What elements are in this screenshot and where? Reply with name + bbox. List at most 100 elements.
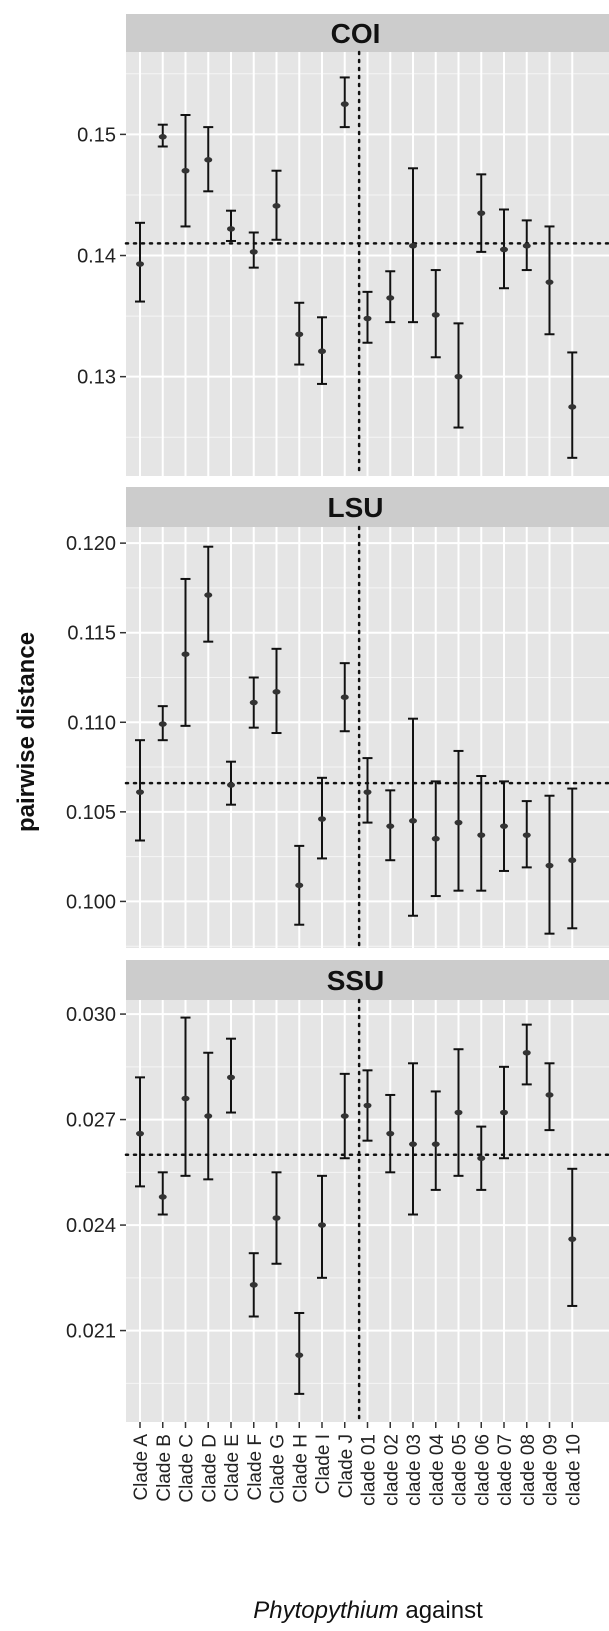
x-tick-label: clade 05 [450,1434,471,1506]
errorbar [248,1252,259,1318]
errorbar [385,789,396,862]
data-point [431,835,440,842]
x-tick-label: clade 02 [381,1434,402,1506]
data-point [181,1095,190,1102]
errorbar [430,269,441,359]
data-point [136,1130,144,1137]
data-point [454,819,463,826]
errorbar [294,301,305,366]
errorbar [248,231,259,269]
data-point [272,1215,281,1221]
errorbar [430,780,441,898]
data-point [454,373,463,380]
data-point [318,1222,326,1228]
x-tick-label: Clade H [290,1434,311,1503]
data-point [477,1155,486,1162]
x-axis-label-italic: Phytopythium [253,1597,398,1624]
errorbar [476,1125,487,1191]
data-point [522,1049,531,1056]
errorbar [203,545,214,643]
errorbar [567,1167,578,1307]
data-point [500,823,508,829]
data-point [409,243,417,249]
errorbar [271,647,282,735]
x-tick-label: Clade E [222,1434,243,1502]
data-point [227,1074,235,1081]
errorbar [544,794,555,935]
data-point [136,789,144,795]
x-axis-label: Phytopythium against [253,1597,483,1624]
x-tick-label: clade 08 [518,1434,539,1506]
errorbar [317,776,327,860]
errorbar [157,123,168,148]
x-tick-label: Clade F [245,1434,266,1501]
data-point [204,1113,213,1119]
x-tick-label: clade 06 [472,1434,493,1506]
data-point [272,689,281,695]
data-point [477,210,486,216]
errorbar [294,1311,305,1395]
data-point [409,1141,417,1147]
data-point [340,1113,349,1119]
errorbar [362,1069,373,1142]
errorbar [226,1037,236,1114]
x-tick-label: Clade J [336,1434,357,1498]
errorbar [271,169,282,241]
data-point [272,203,281,209]
data-point [568,404,577,410]
data-point [158,721,167,727]
errorbar [408,1062,418,1216]
errorbar [521,1023,532,1086]
errorbar [135,221,145,303]
errorbar [499,1065,509,1160]
errorbar [544,225,555,336]
errorbar [271,1171,282,1265]
y-tick-label: 0.021 [66,1321,116,1343]
errorbar [385,1093,396,1174]
data-point [295,882,304,889]
data-point [249,1282,258,1288]
errorbar [339,76,350,129]
data-point [158,134,167,140]
data-point [386,1130,395,1137]
x-axis-label-rest: against [399,1597,483,1624]
panel-title: SSU [327,965,385,996]
panel-strip [126,14,609,52]
y-tick-label: 0.027 [66,1110,116,1132]
data-point [295,1352,304,1358]
errorbar [248,676,259,729]
chart-panels: COI 0.13 0.14 0.15 LSU 0.100 0.105 0.110 0.115 0.… [66,14,609,1506]
data-point [477,832,486,838]
data-point [431,312,440,318]
errorbar [453,1048,464,1177]
errorbar [317,316,327,385]
data-point [454,1109,463,1116]
y-tick-label: 0.15 [77,124,116,146]
errorbar [339,1072,350,1160]
y-tick-label: 0.105 [66,802,116,824]
data-point [545,1092,554,1098]
data-point [249,249,258,255]
x-tick-label: clade 01 [359,1434,380,1506]
x-tick-label: Clade G [268,1434,289,1504]
y-tick-label: 0.030 [66,1004,116,1026]
errorbar [385,270,396,324]
x-tick-label: Clade B [154,1434,175,1502]
data-point [409,818,417,824]
errorbar [317,1174,327,1279]
data-point [545,279,554,285]
data-point [386,823,395,829]
panel-coi: COI 0.13 0.14 0.15 [77,14,609,478]
data-point [500,1109,508,1116]
errorbar [544,1062,555,1132]
data-point [158,1194,167,1200]
x-tick-label: Clade I [313,1434,334,1494]
errorbar [157,705,168,742]
errorbar [226,760,236,806]
errorbar [567,351,578,459]
data-point [181,651,190,657]
errorbar [180,577,191,727]
data-point [431,1141,440,1147]
data-point [227,226,235,232]
